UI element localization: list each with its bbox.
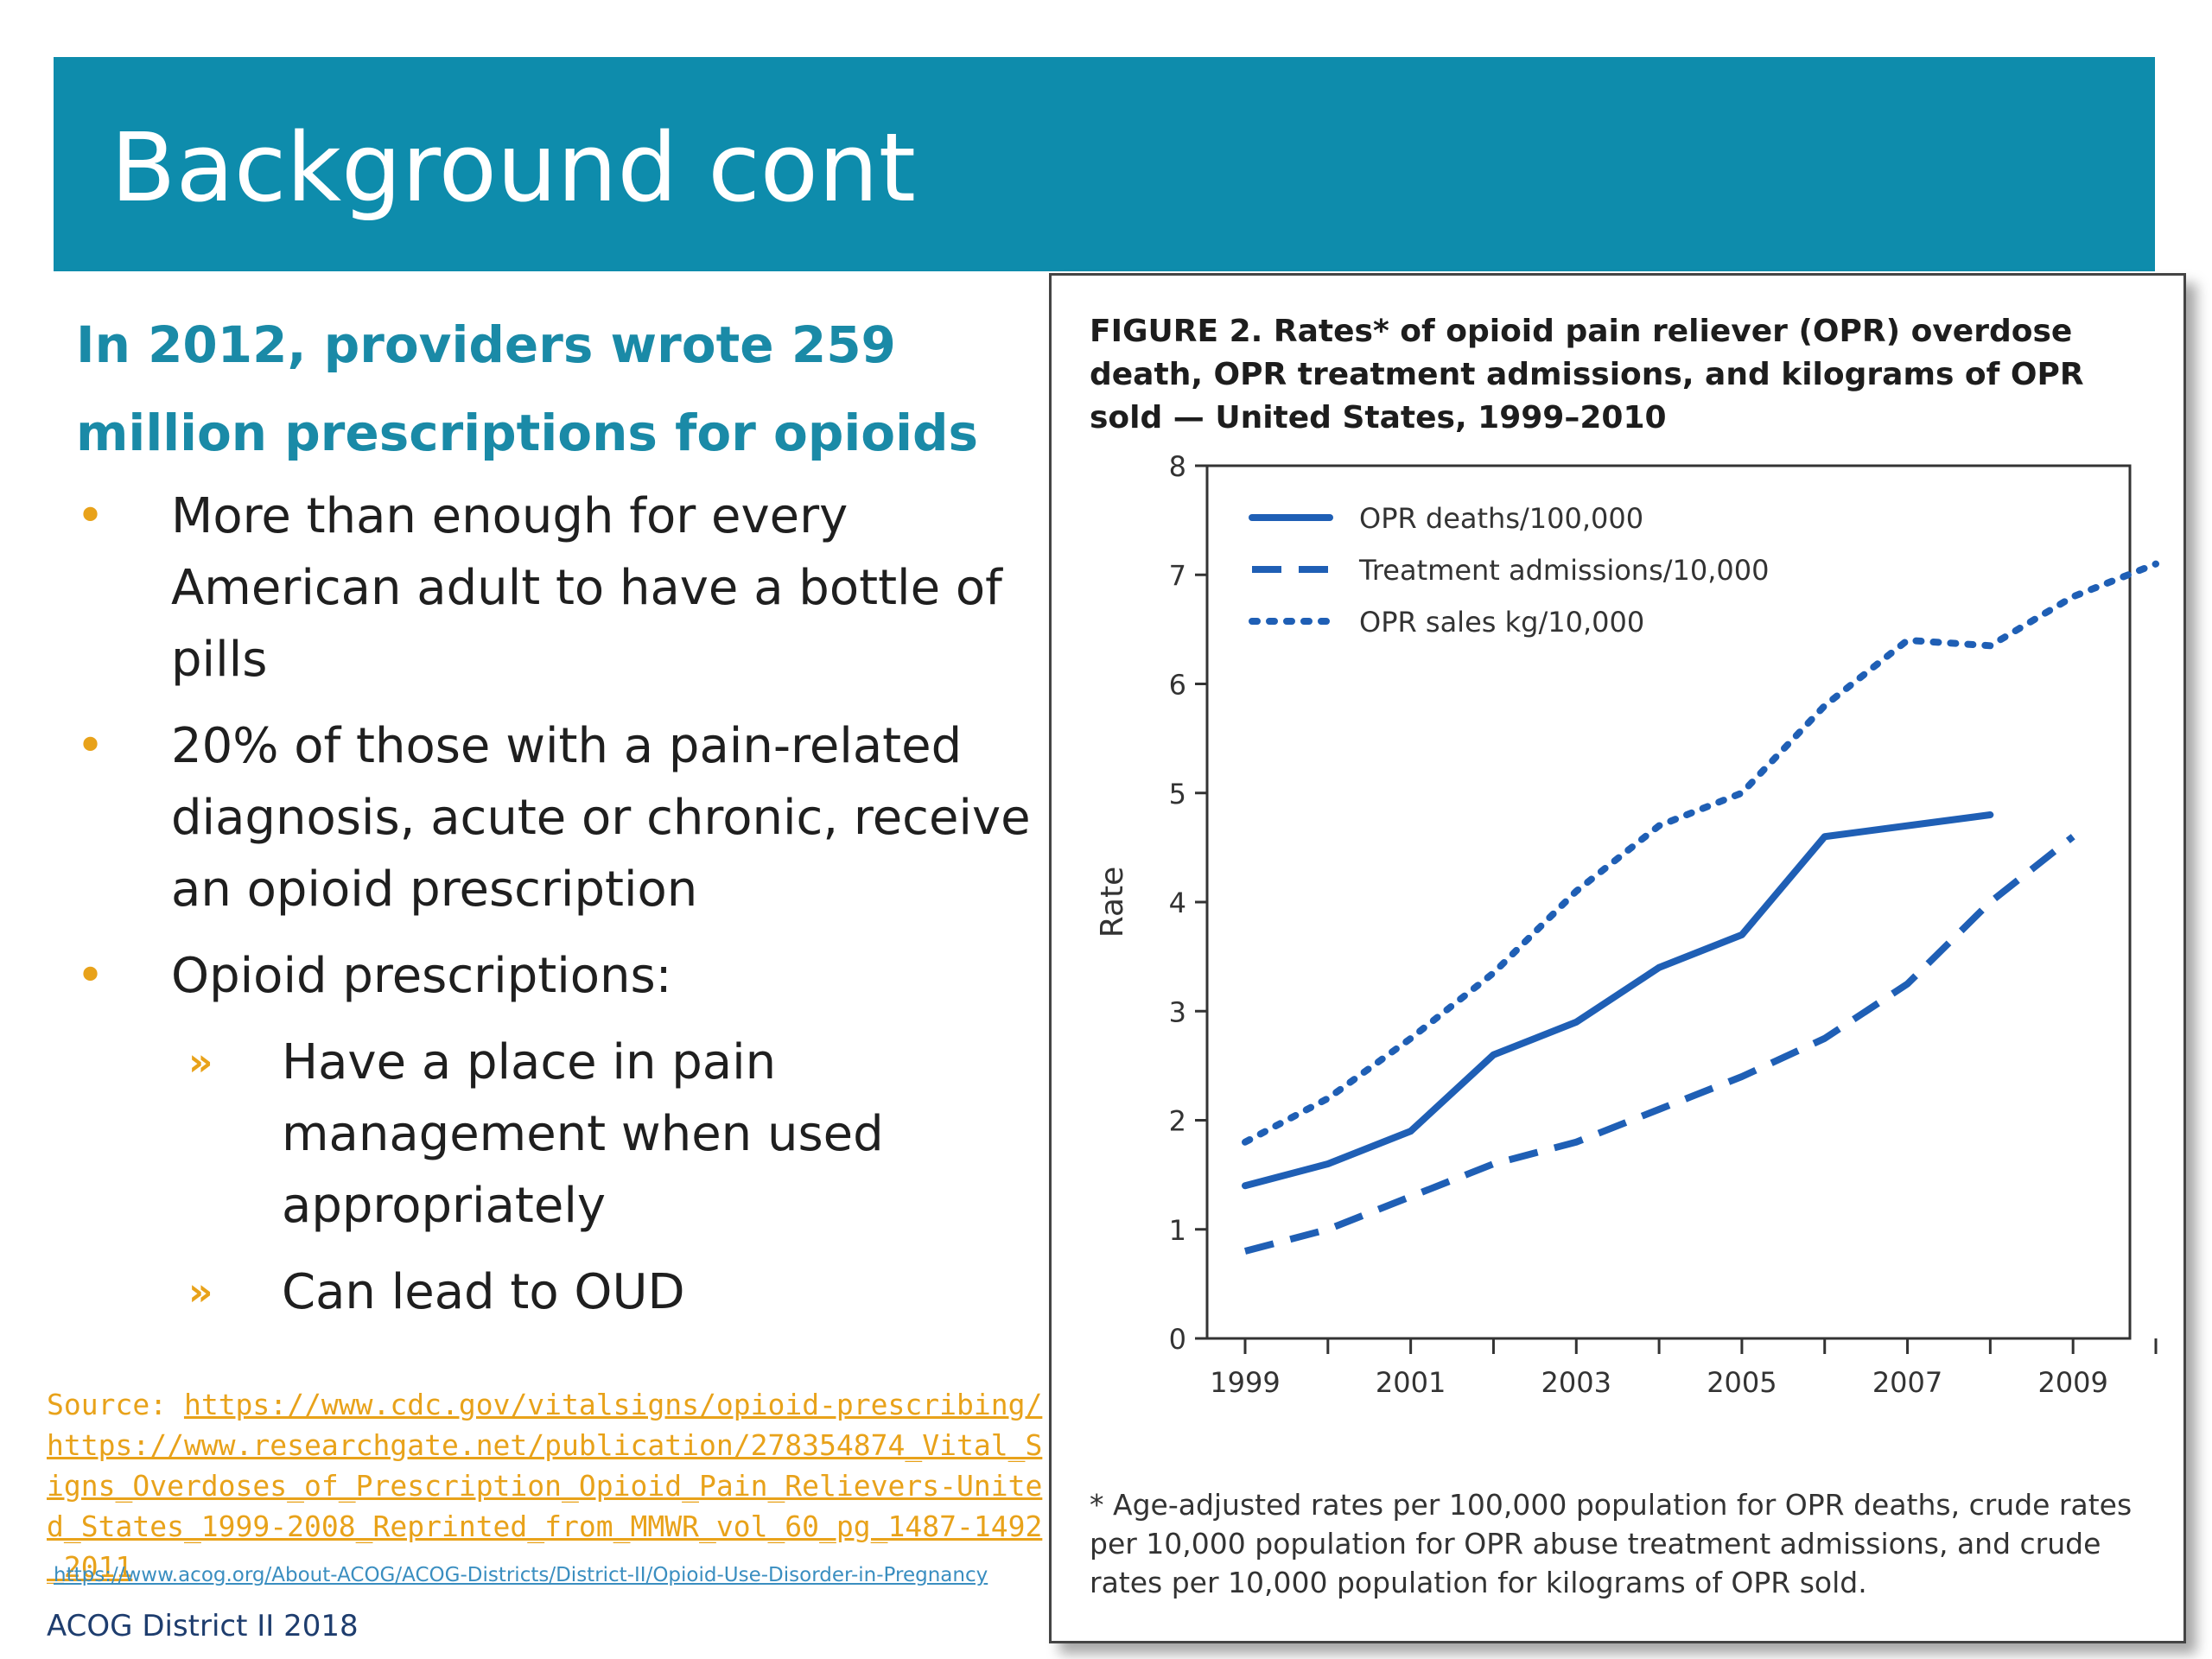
y-tick-label: 3 [1169, 995, 1186, 1028]
bullet-item: Opioid prescriptions: [171, 948, 672, 1004]
series-line-dotted [1242, 560, 2159, 1146]
bullet-item: More than enough for every American adul… [171, 488, 1002, 688]
source-block: Source: https://www.cdc.gov/vitalsigns/o… [47, 1384, 1058, 1587]
bullet-marker: • [76, 948, 105, 1004]
y-tick-label: 6 [1169, 669, 1186, 702]
bullet-marker: • [76, 718, 105, 774]
title-bar: Background cont [54, 57, 2155, 271]
x-tick-label: 2005 [1707, 1366, 1777, 1399]
sub-bullet-marker: » [188, 1040, 213, 1084]
sub-bullet-marker: » [188, 1270, 213, 1314]
legend-label: OPR deaths/100,000 [1359, 502, 1643, 535]
x-tick-label: 2003 [1541, 1366, 1611, 1399]
legend-label: OPR sales kg/10,000 [1359, 606, 1644, 639]
y-tick-label: 0 [1169, 1323, 1186, 1356]
source-link-acog[interactable]: https://www.acog.org/About-ACOG/ACOG-Dis… [54, 1564, 988, 1586]
bullet-marker: • [76, 488, 105, 544]
x-tick-label: 2001 [1376, 1366, 1446, 1399]
y-axis-label: Rate [1095, 867, 1130, 938]
y-tick-label: 7 [1169, 559, 1186, 592]
y-tick-label: 8 [1169, 450, 1186, 483]
figure-panel: FIGURE 2. Rates* of opioid pain reliever… [1049, 273, 2186, 1643]
bullet-item: 20% of those with a pain-related diagnos… [171, 718, 1031, 918]
y-tick-label: 1 [1169, 1214, 1186, 1247]
headline: In 2012, providers wrote 259 million pre… [76, 315, 978, 462]
source-link-cdc[interactable]: https://www.cdc.gov/vitalsigns/opioid-pr… [183, 1388, 1043, 1421]
legend-label: Treatment admissions/10,000 [1358, 554, 1770, 587]
sub-bullet-item: Have a place in pain management when use… [282, 1034, 884, 1234]
series-line-dashed [1243, 834, 2075, 1255]
source-label: Source: [47, 1388, 184, 1421]
x-tick-label: 2007 [1872, 1366, 1942, 1399]
plot-frame [1205, 464, 2132, 1340]
series-line-solid [1242, 811, 1994, 1190]
line-chart: 012345678199920012003200520072009YearRat… [1095, 450, 2159, 1399]
y-tick-label: 5 [1169, 778, 1186, 810]
slide-title: Background cont [111, 112, 916, 223]
footer-text: ACOG District II 2018 [47, 1609, 359, 1643]
source-link-researchgate[interactable]: https://www.researchgate.net/publication… [47, 1428, 1043, 1584]
figure-title: FIGURE 2. Rates* of opioid pain reliever… [1090, 314, 2084, 435]
x-tick-label: 2009 [2037, 1366, 2107, 1399]
y-tick-label: 2 [1169, 1105, 1186, 1138]
x-tick-label: 1999 [1210, 1366, 1280, 1399]
figure-footnote: * Age-adjusted rates per 100,000 populat… [1090, 1488, 2133, 1599]
sub-bullet-item: Can lead to OUD [282, 1264, 685, 1320]
y-tick-label: 4 [1169, 887, 1186, 919]
